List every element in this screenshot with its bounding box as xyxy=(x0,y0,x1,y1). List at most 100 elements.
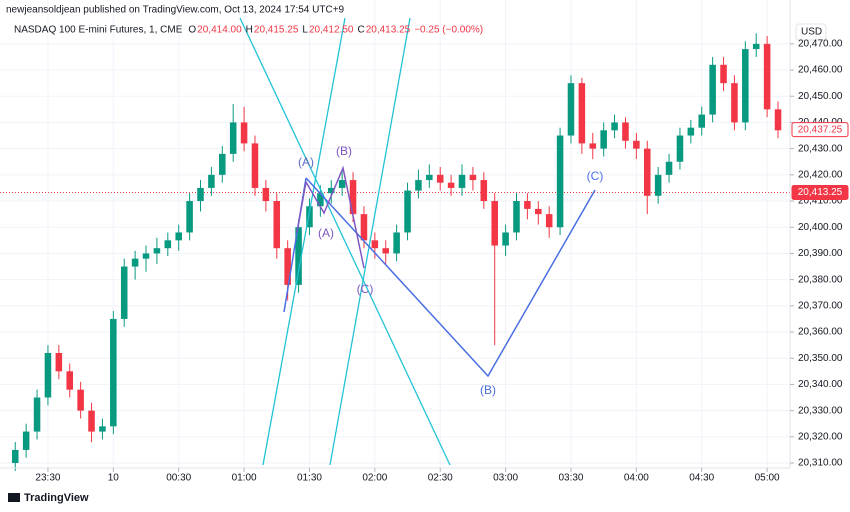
candle-body xyxy=(77,389,84,411)
candle-body xyxy=(186,201,193,233)
legend: NASDAQ 100 E-mini Futures, 1, CME O 20,41… xyxy=(14,25,483,36)
candle-body xyxy=(393,232,400,254)
candle-body xyxy=(469,174,477,181)
last-price: 20,437.25 xyxy=(798,124,843,135)
candle-body xyxy=(436,174,444,183)
candle-body xyxy=(273,201,281,249)
candle-body xyxy=(752,43,760,50)
candle-body xyxy=(360,214,368,241)
candle-body xyxy=(142,253,150,259)
y-tick-label: 20,380.00 xyxy=(798,274,843,285)
candle-body xyxy=(447,182,455,188)
wave-label: (C) xyxy=(357,282,374,296)
candle-body xyxy=(589,143,597,149)
ohlc-value: 20,414.00 xyxy=(197,25,242,36)
candle-body xyxy=(535,208,542,215)
candle-body xyxy=(175,232,182,241)
drawings xyxy=(239,17,596,466)
candle-body xyxy=(11,449,19,464)
candle-body xyxy=(219,153,226,175)
candle-body xyxy=(698,114,706,128)
candle-body xyxy=(55,352,63,372)
candle-body xyxy=(665,161,673,175)
candle-body xyxy=(262,187,270,202)
last-price-box xyxy=(791,122,849,138)
candle-body xyxy=(426,174,433,181)
ohlc-label: O xyxy=(188,25,196,36)
y-tick-label: 20,390.00 xyxy=(798,248,843,259)
candle-body xyxy=(578,83,586,144)
x-tick-label: 04:30 xyxy=(689,473,714,484)
candle-body xyxy=(480,180,488,202)
currency: USD xyxy=(801,27,822,38)
price-line-label-box xyxy=(791,185,849,201)
candle-body xyxy=(545,214,553,228)
x-tick-label: 03:30 xyxy=(558,473,583,484)
candle-body xyxy=(295,227,302,285)
candle-body xyxy=(197,187,204,202)
y-tick-label: 20,320.00 xyxy=(798,431,843,442)
x-tick-label: 01:30 xyxy=(297,473,322,484)
candle-body xyxy=(22,431,30,450)
ohlc-label: C xyxy=(357,25,364,36)
wave-line xyxy=(305,177,596,378)
y-tick-label: 20,430.00 xyxy=(798,143,843,154)
brand: TradingView xyxy=(24,492,89,504)
candle-body xyxy=(44,352,52,398)
candle-body xyxy=(120,266,128,319)
candle-body xyxy=(731,83,738,123)
y-tick-label: 20,410.00 xyxy=(798,196,843,207)
y-tick-label: 20,310.00 xyxy=(798,458,843,469)
price-line-label: 20,413.25 xyxy=(798,187,843,198)
y-tick-label: 20,460.00 xyxy=(798,65,843,76)
candle-body xyxy=(131,258,139,267)
x-tick-label: 05:00 xyxy=(755,473,780,484)
candle-body xyxy=(709,64,716,115)
y-tick-label: 20,420.00 xyxy=(798,169,843,180)
footer: TradingView xyxy=(8,492,89,504)
y-tick-label: 20,350.00 xyxy=(798,353,843,364)
candle-body xyxy=(251,143,259,188)
candle-body xyxy=(567,83,575,136)
candle-body xyxy=(491,201,498,246)
y-tick-label: 20,450.00 xyxy=(798,91,843,102)
ohlc-value: 20,412.50 xyxy=(309,25,354,36)
wave-labels: (A) (B) (A) (C) (B) (C) xyxy=(298,144,603,397)
candle-body xyxy=(208,174,215,188)
candle-body xyxy=(306,206,313,228)
candle-body xyxy=(404,190,411,233)
y-tick-label: 20,370.00 xyxy=(798,300,843,311)
candle-body xyxy=(88,410,95,432)
trend-line xyxy=(329,17,411,466)
candle-body xyxy=(415,180,422,191)
candle-body xyxy=(676,135,684,162)
candle-body xyxy=(774,109,782,131)
ohlc-value: 20,415.25 xyxy=(254,25,299,36)
candle-body xyxy=(164,240,172,249)
currency-box xyxy=(795,23,827,41)
candle-body xyxy=(600,130,607,149)
publisher: newjeansoldjean published on TradingView… xyxy=(6,5,345,16)
x-tick-label: 01:00 xyxy=(232,473,257,484)
candle-body xyxy=(742,49,749,123)
candle-body xyxy=(99,426,106,432)
candle-body xyxy=(633,140,640,149)
ohlc-value: 20,413.25 xyxy=(366,25,411,36)
candle-body xyxy=(622,122,629,141)
candle-body xyxy=(153,248,161,254)
candle-body xyxy=(349,180,357,215)
price-axis-bg xyxy=(790,0,850,512)
x-tick-label: 02:30 xyxy=(428,473,453,484)
candle-body xyxy=(502,232,509,246)
candle-body xyxy=(556,135,564,228)
wave-label: (B) xyxy=(480,383,496,397)
wave-label: (A) xyxy=(298,155,314,169)
candle-body xyxy=(317,193,324,207)
candle-body xyxy=(66,371,74,390)
candle-body xyxy=(763,43,771,110)
candle-body xyxy=(284,248,291,285)
candle-body xyxy=(720,64,727,84)
candle-body xyxy=(229,122,237,154)
ohlc-label: H xyxy=(246,25,253,36)
